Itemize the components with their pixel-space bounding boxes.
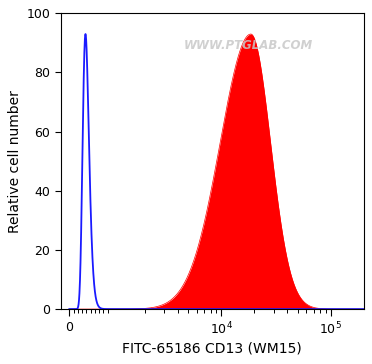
X-axis label: FITC-65186 CD13 (WM15): FITC-65186 CD13 (WM15) — [122, 342, 302, 356]
Y-axis label: Relative cell number: Relative cell number — [8, 90, 22, 233]
Text: WWW.PTGLAB.COM: WWW.PTGLAB.COM — [184, 39, 313, 52]
